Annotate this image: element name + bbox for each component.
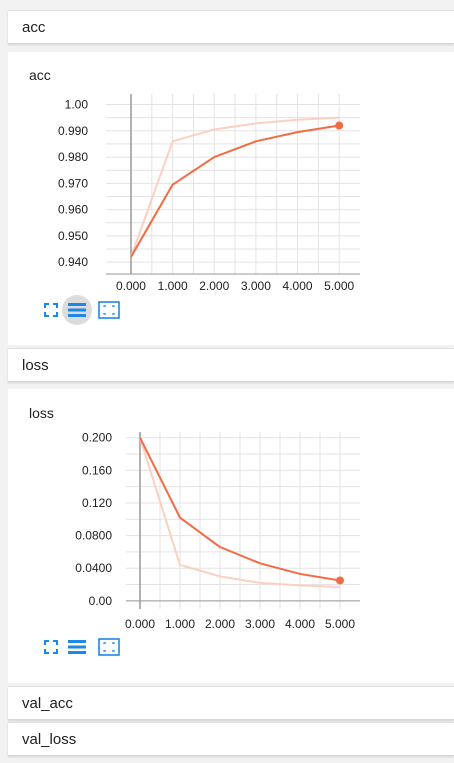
loss-x-tick-label: 5.000 [325,617,355,631]
acc-x-tick-label: 3.000 [241,279,271,293]
fullscreen-button[interactable] [36,295,66,325]
val-acc-section-header[interactable]: val_acc [8,686,454,720]
loss-chart-title: loss [29,405,54,421]
loss-x-tick-label: 1.000 [165,617,195,631]
acc-last-point-marker[interactable] [335,121,344,130]
acc-y-tick-label: 0.940 [58,255,88,269]
acc-x-tick-label: 4.000 [283,279,313,293]
loss-chart-toolbar [36,632,136,662]
acc-chart[interactable]: 0.000 1.000 2.000 3.000 4.000 5.000 1.00 0.990 0… [8,52,454,302]
val-acc-section-label: val_acc [22,695,73,712]
acc-x-tick-label: 0.000 [116,279,146,293]
loss-y-tick-label: 0.0400 [75,561,112,575]
fit-domain-icon [98,638,120,656]
acc-chart-card: acc 0.000 1.000 2.000 3.000 4.000 5.000 1.00 0.… [8,52,454,345]
loss-section-label: loss [22,357,49,374]
loss-x-tick-label: 0.000 [125,617,155,631]
acc-y-tick-label: 0.980 [58,150,88,164]
loss-y-tick-label: 0.160 [82,463,112,477]
acc-y-tick-label: 0.970 [58,176,88,190]
fullscreen-icon [44,640,58,654]
loss-y-tick-label: 0.200 [82,431,112,445]
fit-domain-icon [98,301,120,319]
loss-y-tick-label: 0.120 [82,496,112,510]
acc-smoothed-series-line [130,124,340,258]
acc-x-tick-label: 5.000 [324,279,354,293]
toggle-log-scale-button[interactable] [62,632,92,662]
acc-x-tick-label: 1.000 [158,279,188,293]
loss-raw-series-line [139,437,341,588]
acc-y-tick-label: 0.950 [58,229,88,243]
acc-section-label: acc [22,19,46,36]
toggle-log-scale-icon [68,303,86,317]
loss-last-point-marker[interactable] [336,576,344,585]
fullscreen-icon [44,303,58,317]
loss-x-tick-label: 4.000 [285,617,315,631]
toggle-log-scale-button[interactable] [62,295,92,325]
loss-section-header[interactable]: loss [8,348,454,382]
fit-domain-button[interactable] [94,295,124,325]
loss-y-tick-label: 0.00 [89,594,113,608]
acc-section-header[interactable]: acc [8,10,454,44]
acc-raw-series-line [130,116,340,258]
fullscreen-button[interactable] [36,632,66,662]
loss-x-tick-label: 3.000 [245,617,275,631]
fit-domain-button[interactable] [94,632,124,662]
acc-chart-toolbar [36,295,136,325]
loss-chart-card: loss 0.000 1.000 2.000 3.000 4.000 5.000 0.200… [8,389,454,683]
loss-chart[interactable]: 0.000 1.000 2.000 3.000 4.000 5.000 0.200 0.160… [8,389,454,639]
loss-x-tick-label: 2.000 [205,617,235,631]
loss-smoothed-series-line [139,437,341,582]
acc-chart-title: acc [29,67,51,83]
val-loss-section-header[interactable]: val_loss [8,722,454,756]
val-loss-section-label: val_loss [22,731,77,748]
acc-y-tick-label: 0.990 [58,124,88,138]
acc-x-tick-label: 2.000 [199,279,229,293]
loss-y-tick-label: 0.0800 [75,529,112,543]
acc-y-tick-label: 1.00 [65,98,89,112]
acc-y-tick-label: 0.960 [58,203,88,217]
toggle-log-scale-icon [68,640,86,654]
